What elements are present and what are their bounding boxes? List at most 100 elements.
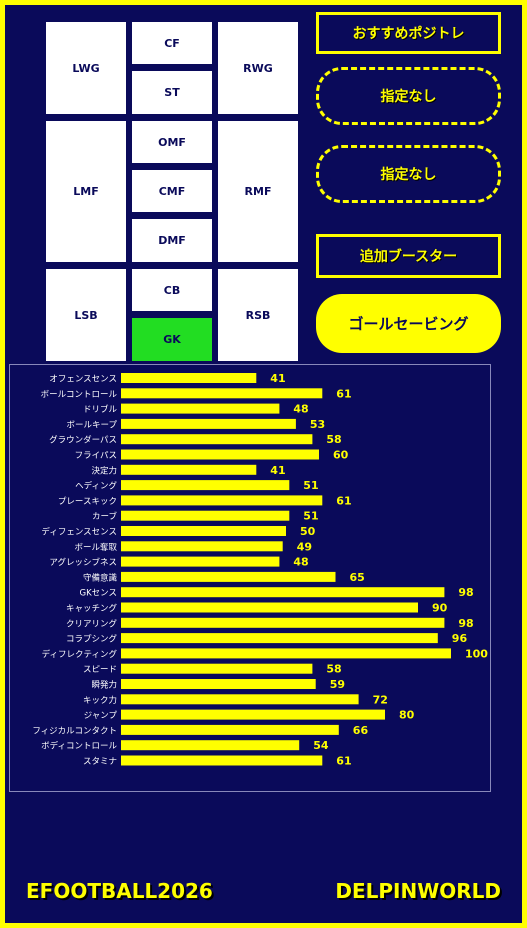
stat-label: 守備意識 [83,572,118,583]
stat-label: オフェンスセンス [49,375,117,385]
stat-value: 48 [293,556,308,569]
stat-bar [121,679,316,689]
stat-bar [121,418,296,429]
skill-slot-2-button[interactable]: 指定なし [316,145,501,203]
stat-bar [121,373,257,383]
stat-value: 66 [353,724,369,737]
stat-bar [121,510,290,521]
recommend-position-training-button[interactable]: おすすめポジトレ [316,12,501,54]
position-lmf[interactable]: LMF [46,121,126,262]
stat-label: ボールキープ [67,420,118,430]
stat-label: キャッチング [66,603,118,614]
position-omf[interactable]: OMF [132,121,212,163]
stat-bar [121,709,385,720]
stat-label: クリアリング [66,618,118,629]
stat-value: 53 [310,418,325,431]
stat-label: スタミナ [83,757,117,767]
stat-value: 50 [300,525,316,538]
position-lsb[interactable]: LSB [46,269,126,361]
stat-value: 60 [333,449,349,462]
stat-bar [121,602,418,613]
stat-label: ドリブル [83,404,118,415]
stat-label: GKセンス [80,589,118,599]
stat-label: ディフェンスセンス [41,527,117,538]
stat-value: 90 [432,602,448,615]
position-rsb[interactable]: RSB [218,269,298,361]
stat-label: ヘディング [75,481,117,492]
position-lwg[interactable]: LWG [46,22,126,114]
stat-value: 80 [399,709,415,722]
stat-value: 65 [350,571,365,584]
stat-bar [121,633,438,644]
stat-bar [121,526,286,536]
position-cb[interactable]: CB [132,269,212,311]
goal-saving-skill-button[interactable]: ゴールセービング [316,294,501,353]
stat-bar [121,434,313,445]
position-st[interactable]: ST [132,71,212,114]
stat-value: 51 [303,479,318,492]
stat-bar [121,388,323,399]
stat-label: グラウンダーパス [49,435,117,446]
stat-value: 98 [458,586,473,599]
position-cmf[interactable]: CMF [132,170,212,212]
stat-value: 58 [326,433,341,446]
position-rwg[interactable]: RWG [218,22,298,114]
stats-bar-chart: オフェンスセンス 41 ボールコントロール 61 ドリブル 48 ボールキープ 53 グラウンダ… [32,372,488,768]
stat-bar [121,495,323,506]
stats-chart: オフェンスセンス 41 ボールコントロール 61 ドリブル 48 ボールキープ 53 グラウンダ… [9,364,491,792]
stat-label: コラプシング [66,634,118,645]
footer-site-name: DELPINWORLD [335,879,501,903]
stat-label: カーブ [92,511,117,522]
stat-value: 54 [313,739,329,752]
stat-bar [121,556,280,567]
stat-label: プレースキック [58,497,117,507]
stat-label: 瞬発力 [91,680,117,691]
stat-value: 100 [465,647,488,660]
stat-label: ディフレクティング [42,649,118,660]
stat-value: 41 [270,464,285,477]
stat-value: 61 [336,494,351,507]
stat-value: 58 [326,663,341,676]
stat-value: 48 [293,403,308,416]
stat-label: ボールコントロール [41,390,118,400]
stat-label: ボディコントロール [41,741,117,752]
skill-slot-1-button[interactable]: 指定なし [316,67,501,125]
stat-value: 61 [336,387,351,400]
stat-bar [121,755,323,766]
stat-value: 96 [452,632,468,645]
stat-value: 72 [373,693,388,706]
stat-bar [121,403,280,414]
stat-value: 61 [336,755,351,768]
stat-bar [121,617,445,628]
stat-bar [121,663,313,674]
footer-game-title: EFOOTBALL2026 [26,879,213,903]
stat-label: アグレッシブネス [49,557,117,568]
position-cf[interactable]: CF [132,22,212,64]
stat-label: ボール奪取 [74,542,117,553]
stat-value: 59 [330,678,345,691]
stat-bar [121,587,445,598]
stat-label: フィジカルコンタクト [32,726,117,736]
stat-value: 41 [270,372,285,385]
stat-label: 決定力 [91,465,117,476]
position-rmf[interactable]: RMF [218,121,298,262]
stat-bar [121,464,257,475]
stat-bar [121,648,451,659]
stat-value: 49 [297,540,312,553]
additional-booster-button[interactable]: 追加ブースター [316,234,501,278]
stat-bar [121,541,283,552]
stat-bar [121,480,290,491]
stat-value: 98 [458,617,473,630]
stat-bar [121,449,319,460]
stat-value: 51 [303,510,318,523]
stat-bar [121,724,339,735]
stat-label: キック力 [83,695,117,706]
position-dmf[interactable]: DMF [132,219,212,262]
stat-label: フライパス [75,451,117,461]
position-gk[interactable]: GK [132,318,212,361]
stat-label: ジャンプ [84,711,118,721]
stat-label: スピード [83,665,117,675]
main-panel: LWG CF ST RWG LMF OMF CMF DMF RMF LSB CB… [5,5,522,923]
stat-bar [121,694,359,705]
stat-bar [121,740,300,751]
